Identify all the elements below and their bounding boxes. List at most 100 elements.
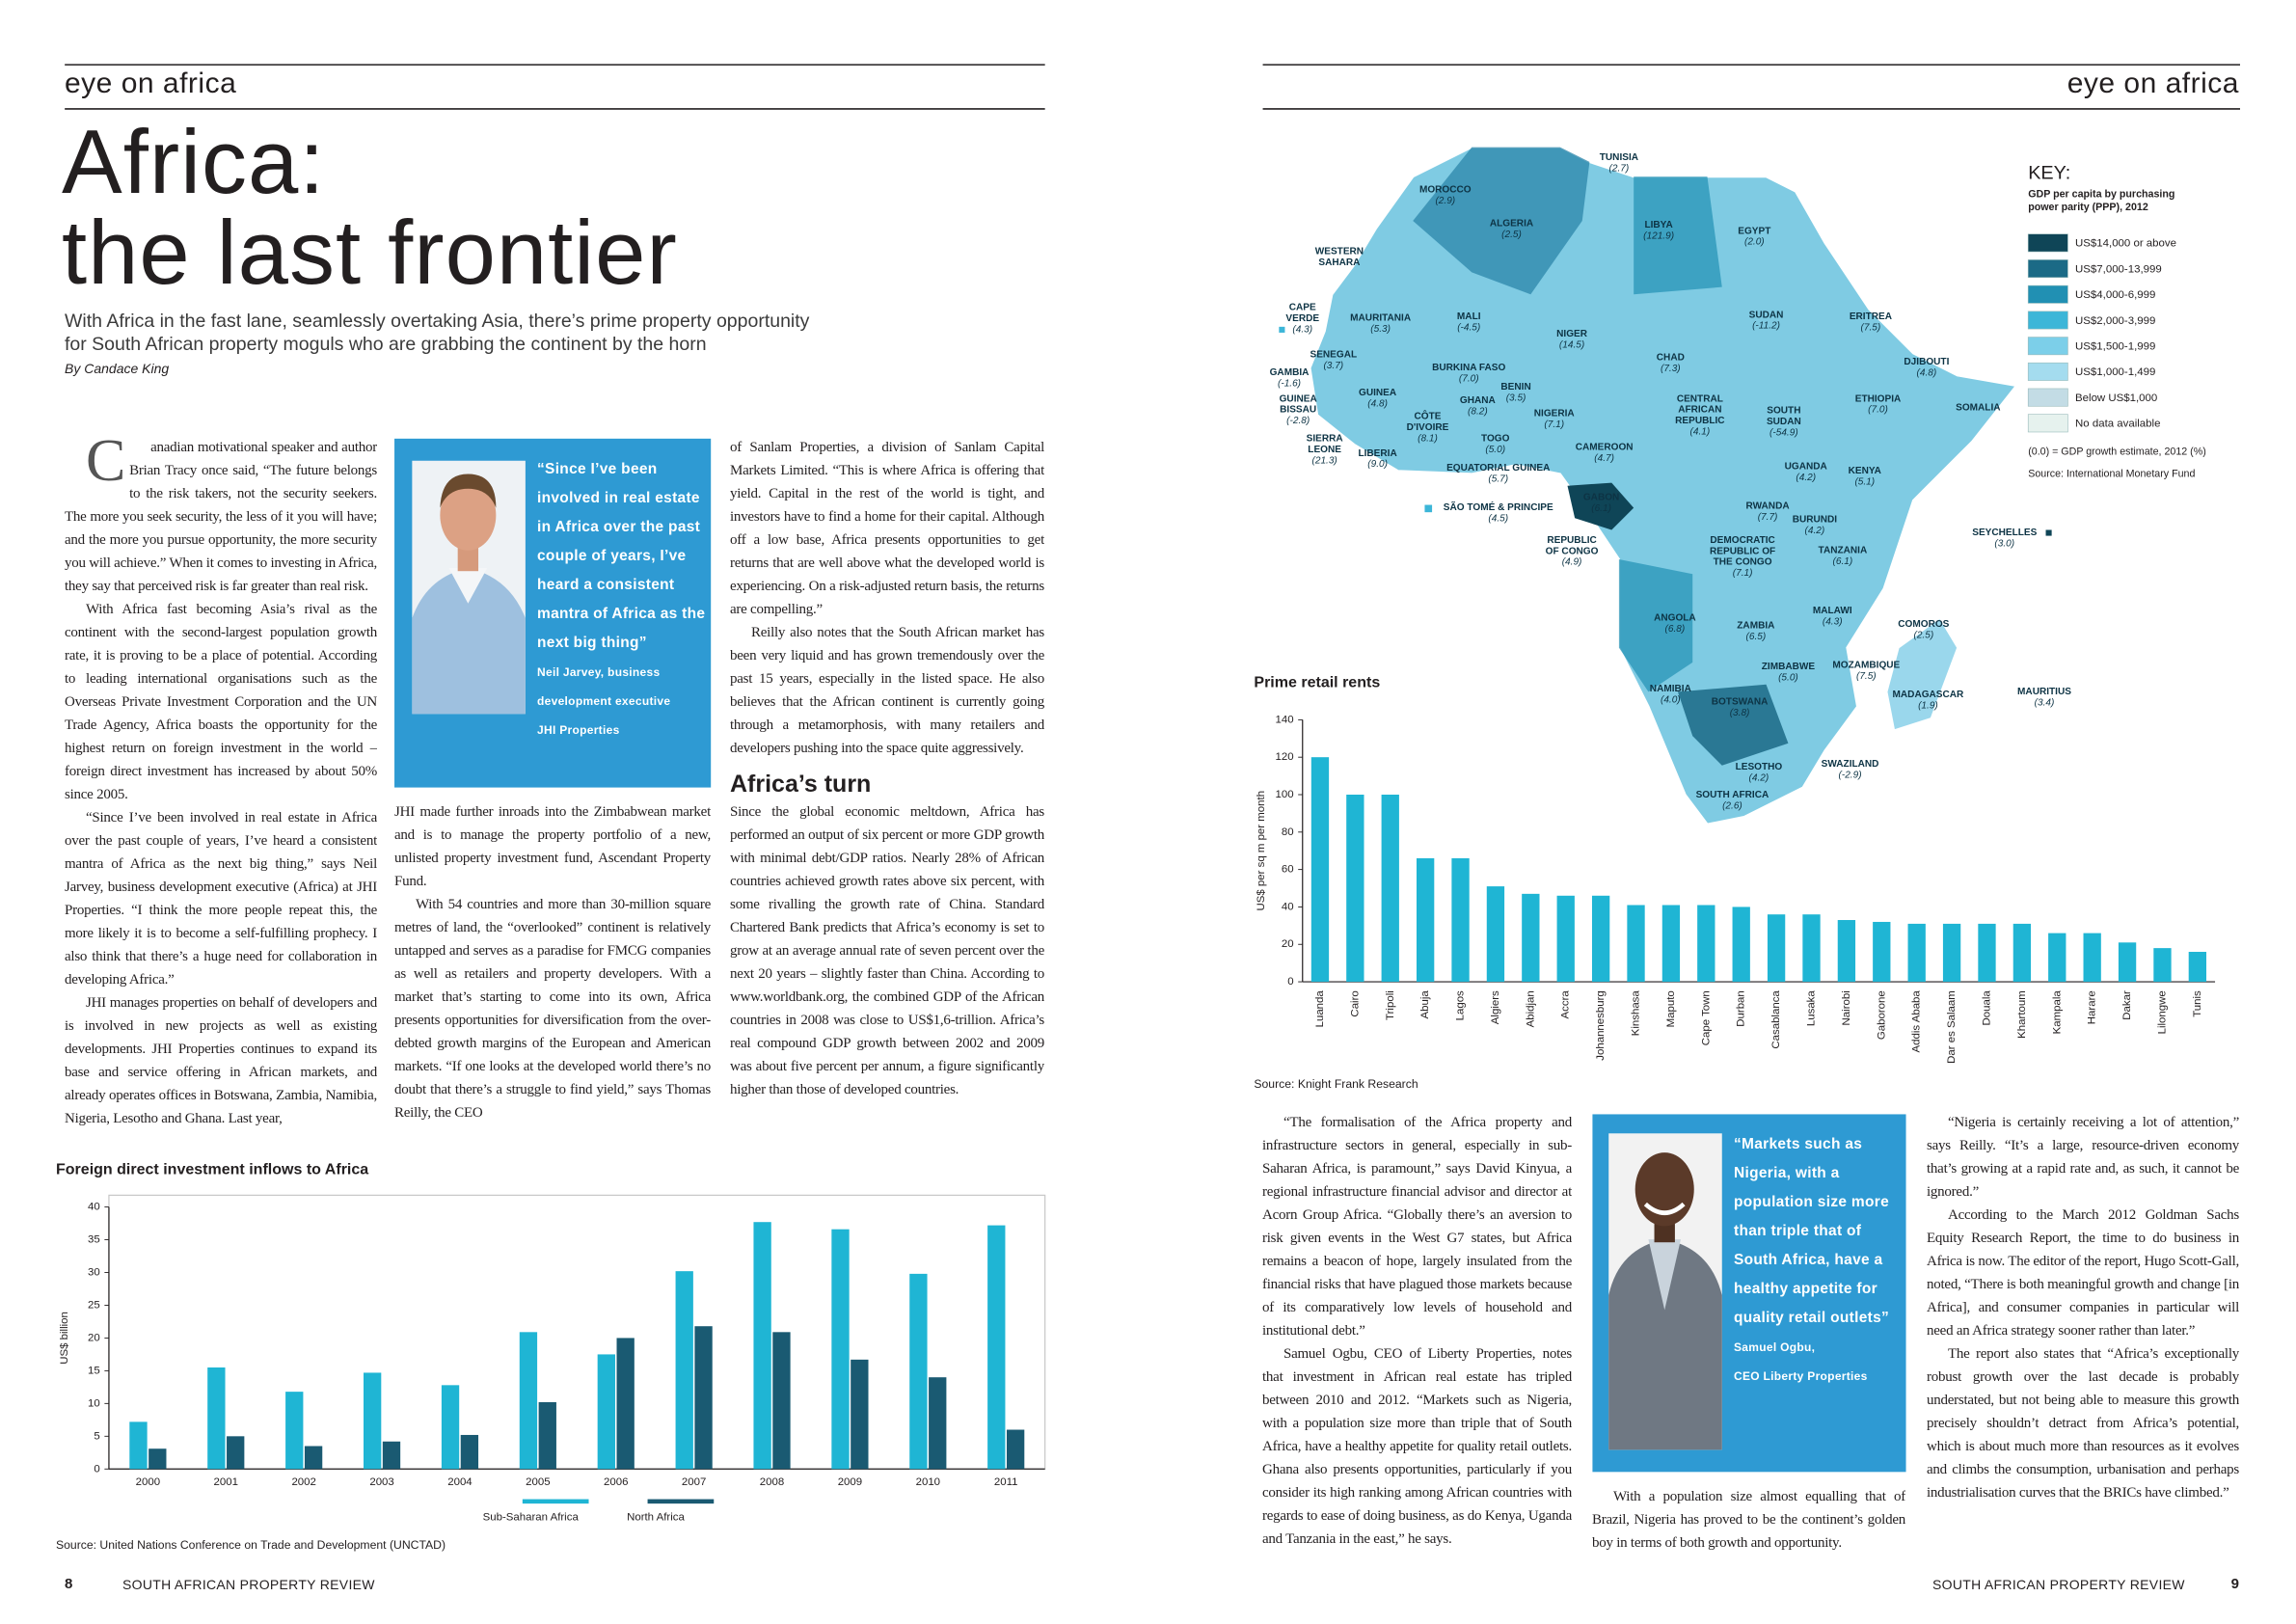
y-axis-label: US$ billion	[59, 1312, 70, 1365]
region-name: REPUBLIC OF	[1710, 546, 1775, 556]
y-tick-label: 40	[1282, 901, 1294, 912]
page-number: 9	[2230, 1576, 2239, 1592]
region-value: (14.5)	[1559, 340, 1584, 351]
region-name: CAMEROON	[1576, 443, 1634, 453]
bar	[227, 1436, 245, 1470]
region-value: (8.1)	[1418, 434, 1438, 445]
region-name: TUNISIA	[1600, 152, 1638, 163]
region-name: ZAMBIA	[1737, 620, 1774, 631]
region-value: (2.0)	[1744, 237, 1765, 248]
region-name: GHANA	[1460, 395, 1496, 406]
bar	[460, 1434, 479, 1470]
x-tick-label: 2006	[604, 1476, 628, 1488]
x-tick-label: Cape Town	[1700, 990, 1712, 1045]
x-tick-label: Johannesburg	[1595, 990, 1607, 1061]
region-name: SWAZILAND	[1822, 759, 1879, 770]
x-tick-label: Abuja	[1419, 990, 1431, 1019]
y-tick-label: 15	[88, 1365, 100, 1376]
key-label: US$1,500-1,999	[2075, 340, 2155, 352]
region-value: (4.7)	[1594, 453, 1614, 464]
x-tick-label: 2004	[447, 1476, 473, 1488]
bar	[597, 1354, 615, 1470]
region-name: SÃO TOMÉ & PRINCIPE	[1444, 501, 1553, 513]
pull-quote: “Since I’ve been involved in real estate…	[537, 455, 709, 744]
region-value: (5.0)	[1485, 445, 1505, 455]
region-name: ETHIOPIA	[1855, 393, 1902, 404]
x-tick-label: Khartoum	[2016, 990, 2028, 1039]
x-tick-label: 2010	[916, 1476, 940, 1488]
standfirst-line: for South African property moguls who ar…	[65, 334, 707, 355]
plot-frame	[108, 1194, 1046, 1470]
x-tick-label: 2001	[214, 1476, 238, 1488]
standfirst: With Africa in the fast lane, seamlessly…	[65, 310, 809, 356]
headline-line: the last frontier	[62, 202, 678, 303]
region-value: (2.5)	[1501, 230, 1522, 240]
x-tick-label: Casablanca	[1770, 990, 1782, 1049]
y-tick-label: 0	[94, 1463, 99, 1475]
paragraph: According to the March 2012 Goldman Sach…	[1927, 1207, 2239, 1339]
key-label: US$4,000-6,999	[2075, 289, 2155, 301]
subheading: Africa’s turn	[730, 771, 872, 798]
bar	[1732, 907, 1750, 983]
region-name: CAPE	[1289, 303, 1316, 313]
x-tick-label: 2005	[526, 1476, 550, 1488]
region-value: (4.5)	[1488, 514, 1508, 525]
paragraph: Samuel Ogbu, CEO of Liberty Properties, …	[1262, 1346, 1572, 1547]
byline: By Candace King	[65, 361, 170, 376]
key-label: No data available	[2075, 419, 2160, 430]
key-note: (0.0) = GDP growth estimate, 2012 (%)	[2028, 446, 2206, 457]
region-name: OF CONGO	[1546, 546, 1599, 556]
photo	[412, 460, 526, 715]
chart-title: Foreign direct investment inflows to Afr…	[56, 1161, 369, 1178]
region-name: NIGERIA	[1534, 409, 1575, 420]
bar	[304, 1446, 323, 1470]
paragraph: “The formalisation of the Africa propert…	[1262, 1115, 1572, 1339]
x-tick-label: Kampala	[2051, 990, 2063, 1035]
bar	[1416, 857, 1435, 983]
region-value: (5.7)	[1488, 474, 1508, 484]
x-tick-label: Lagos	[1455, 990, 1467, 1020]
region-value: (3.5)	[1506, 393, 1526, 404]
bar	[519, 1332, 538, 1470]
bar	[831, 1229, 850, 1470]
bar	[987, 1225, 1006, 1470]
bar	[207, 1367, 226, 1470]
x-tick-label: Dakar	[2121, 990, 2133, 1020]
region-value: (4.2)	[1805, 526, 1825, 536]
region-value: (7.7)	[1758, 512, 1778, 523]
chart-source: Source: United Nations Conference on Tra…	[56, 1538, 446, 1552]
region-value: (121.9)	[1643, 231, 1674, 242]
region-name: LEONE	[1308, 445, 1341, 455]
key-swatch	[2027, 284, 2068, 304]
region-value: (5.3)	[1370, 324, 1391, 335]
section-label: eye on africa	[65, 68, 237, 99]
x-tick-label: Addis Ababa	[1911, 990, 1923, 1053]
headline-line: Africa:	[62, 111, 326, 212]
bar	[929, 1377, 947, 1470]
region-value: (7.5)	[1856, 671, 1877, 682]
region-name: AFRICAN	[1678, 405, 1721, 416]
region-name: BISSAU	[1280, 405, 1316, 416]
bar	[1802, 914, 1821, 983]
legend-label: Sub-Saharan Africa	[483, 1512, 580, 1524]
key-swatch	[2027, 311, 2068, 330]
text-column: Canadian motivational speaker and author…	[65, 436, 377, 1135]
paragraph: The report also states that “Africa’s ex…	[1927, 1346, 2239, 1501]
text-column: “The formalisation of the Africa propert…	[1262, 1111, 1572, 1556]
region-value: (2.6)	[1722, 800, 1742, 811]
x-tick-label: 2000	[136, 1476, 160, 1488]
region-value: (4.8)	[1367, 399, 1388, 410]
bar	[1837, 920, 1856, 983]
africa-map: TUNISIA(2.7)MOROCCO(2.9)ALGERIA(2.5)LIBY…	[1270, 146, 2071, 826]
x-tick-label: Tunis	[2192, 990, 2203, 1017]
region-value: (6.1)	[1591, 503, 1611, 514]
x-tick-label: Lusaka	[1806, 990, 1818, 1027]
paragraph: With Africa fast becoming Asia’s rival a…	[65, 602, 377, 802]
region-name: BURKINA FASO	[1432, 363, 1505, 373]
region-name: THE CONGO	[1714, 557, 1772, 568]
y-tick-label: 20	[88, 1332, 100, 1343]
y-tick-label: 10	[88, 1397, 100, 1409]
paragraph: JHI manages properties on behalf of deve…	[65, 995, 377, 1126]
key-subtitle: power parity (PPP), 2012	[2028, 202, 2148, 213]
x-tick-label: Lilongwe	[2156, 990, 2168, 1034]
